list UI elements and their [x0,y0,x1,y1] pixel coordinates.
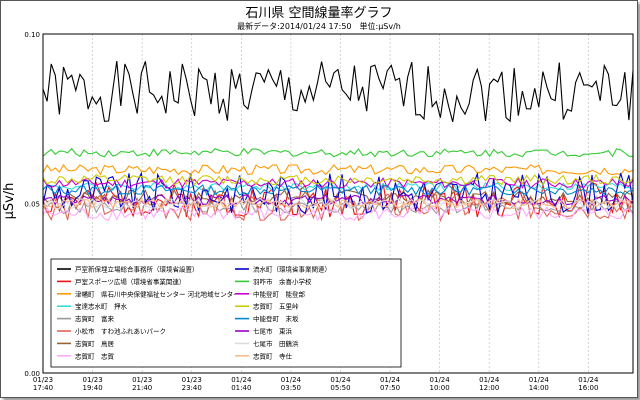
series-lines [42,61,634,223]
legend-entry: 流水町（環境省事業関連） [253,265,331,274]
x-tick-date: 01/24 [430,376,451,384]
x-tick-time: 21:40 [132,384,152,392]
legend-entry: 中能登町 末坂 [253,314,299,323]
legend-entry: 志賀町 志賀 [75,351,115,360]
legend-entry: 七尾市 田鶴浜 [253,339,299,348]
legend-entry: 津幡町 県石川中央保健福祉センター 河北地域センター [75,289,240,298]
series-line [42,147,634,158]
x-tick-date: 01/23 [82,376,102,384]
chart-subtitle: 最新データ:2014/01/24 17:50 単位:μSv/h [237,21,401,31]
x-tick-date: 01/23 [182,376,202,384]
x-tick-time: 07:50 [380,384,400,392]
y-axis-label: μSv/h [2,183,17,220]
series-line [42,177,634,190]
x-tick-time: 23:40 [182,384,202,392]
x-tick-time: 14:00 [529,384,549,392]
x-tick-date: 01/24 [281,376,302,384]
legend-entry: 羽咋市 余喜小学校 [253,277,312,286]
x-tick-time: 12:00 [479,384,499,392]
series-line [42,197,634,210]
chart-title: 石川県 空間線量率グラフ [245,5,392,21]
legend-entry: 宝達志水町 押水 [75,302,128,311]
legend: 戸室新保埋立場総合事務所（環境省設置） 戸室スポーツ広場（環境省事業関連） 津幡町 … [50,258,402,368]
series-line [42,194,634,206]
series-line [42,173,634,186]
y-tick-label: 0.10 [24,31,40,39]
x-ticks: 01/2317:4001/2319:4001/2321:4001/2323:40… [33,376,599,392]
plot-border [42,33,634,374]
x-tick-date: 01/23 [132,376,152,384]
series-line [42,61,634,123]
series-line [42,163,634,176]
x-tick-time: 03:50 [281,384,301,392]
legend-entry: 志賀町 寺仕 [253,351,293,360]
x-tick-date: 01/24 [529,376,550,384]
series-line [42,206,634,222]
x-tick-date: 01/24 [380,376,401,384]
legend-entry: 志賀町 富来 [75,314,115,323]
x-tick-date: 01/23 [33,376,53,384]
legend-entry: 中能登町 能登部 [253,289,306,298]
legend-entry: 戸室スポーツ広場（環境省事業関連） [75,277,185,286]
x-tick-time: 10:00 [430,384,450,392]
legend-box [50,258,402,368]
y-tick-label: 0.00 [24,370,40,378]
series-line [42,184,634,197]
x-tick-time: 19:40 [82,384,102,392]
legend-entry: 志賀町 五里峠 [253,302,299,311]
x-tick-date: 01/24 [578,376,599,384]
legend-entry: 志賀町 鳥居 [75,339,115,348]
x-tick-time: 16:00 [578,384,598,392]
x-tick-time: 17:40 [33,384,53,392]
x-tick-date: 01/24 [231,376,252,384]
y-ticks: 0.10 0.05 0.00 [24,31,40,378]
x-tick-time: 01:40 [231,384,251,392]
legend-entry: 戸室新保埋立場総合事務所（環境省設置） [75,265,199,274]
legend-entry: 小松市 すわ池ふれあいパーク [75,327,166,336]
x-tick-time: 05:50 [330,384,350,392]
x-tick-date: 01/24 [479,376,500,384]
legend-entry: 七尾市 東浜 [253,327,293,336]
x-tick-date: 01/24 [330,376,351,384]
y-tick-label: 0.05 [24,201,40,209]
series-line [42,197,634,210]
